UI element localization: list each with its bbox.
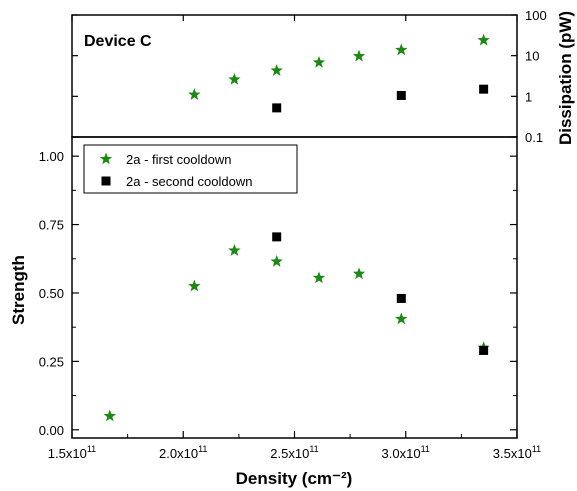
dissipation-tick-label: 0.1 — [525, 130, 543, 145]
strength-star-point — [270, 255, 283, 267]
dissipation-axis-ticks: 0.1 1 10 100 — [71, 8, 547, 145]
strength-star-point — [228, 244, 241, 256]
strength-star-point — [188, 279, 201, 292]
density-tick-label: 1.5x1011 — [48, 444, 96, 461]
legend-star-symbol — [99, 152, 113, 165]
dissipation-star-point — [188, 88, 201, 100]
density-axis-title: Density (cm⁻²) — [236, 469, 353, 488]
legend-star-marker — [99, 152, 113, 165]
strength-star-point — [312, 271, 326, 284]
dissipation-star-point — [352, 49, 366, 62]
legend-label-second-cooldown: 2a - second cooldown — [126, 174, 252, 189]
legend-square-marker — [101, 176, 111, 186]
density-tick-label: 3.5x1011 — [493, 444, 541, 461]
dissipation-axis-title: Dissipation (pW) — [556, 11, 575, 145]
strength-square-point — [396, 293, 406, 303]
strength-square-point — [479, 345, 489, 355]
strength-star-point — [395, 312, 408, 325]
legend-square-symbol — [101, 176, 111, 186]
legend: 2a - first cooldown 2a - second cooldown — [83, 144, 298, 194]
strength-axis-ticks: 0.00 0.25 0.50 0.75 1.00 1.5x1011 2.0x1011 2.5x… — [39, 149, 542, 461]
strength-tick-label: 0.50 — [39, 286, 64, 301]
strength-tick-label: 0.75 — [39, 218, 64, 233]
strength-tick-label: 0.25 — [39, 354, 64, 369]
dissipation-tick-label: 1 — [525, 89, 532, 104]
dissipation-star-point — [477, 33, 490, 46]
strength-star-point — [352, 267, 366, 280]
legend-box — [83, 144, 298, 194]
density-tick-label: 3.0x1011 — [382, 444, 430, 461]
strength-series — [103, 232, 490, 422]
strength-panel: 0.00 0.25 0.50 0.75 1.00 1.5x1011 2.0x1011 2.5x… — [9, 136, 542, 488]
device-label: Device C — [84, 33, 152, 50]
dissipation-star-point — [270, 64, 283, 76]
dissipation-series — [188, 33, 490, 113]
dissipation-square-point — [396, 90, 406, 100]
strength-axis-title: Strength — [9, 255, 28, 325]
strength-star-point — [103, 409, 117, 422]
dissipation-star-point — [312, 55, 326, 68]
dissipation-square-point — [479, 84, 489, 94]
dissipation-square-point — [272, 103, 282, 113]
dissipation-star-point — [395, 43, 408, 56]
strength-tick-label: 0.00 — [39, 423, 64, 438]
dissipation-tick-label: 100 — [525, 8, 547, 23]
legend-label-first-cooldown: 2a - first cooldown — [126, 152, 232, 167]
dissipation-star-point — [228, 72, 241, 85]
density-tick-label: 2.0x1011 — [159, 444, 207, 461]
dissipation-tick-label: 10 — [525, 49, 539, 64]
density-tick-label: 2.5x1011 — [270, 444, 318, 461]
strength-square-point — [272, 232, 282, 242]
dissipation-panel: Device C 0.1 1 10 100 Dissipation (pW) — [71, 8, 575, 145]
strength-tick-label: 1.00 — [39, 149, 64, 164]
